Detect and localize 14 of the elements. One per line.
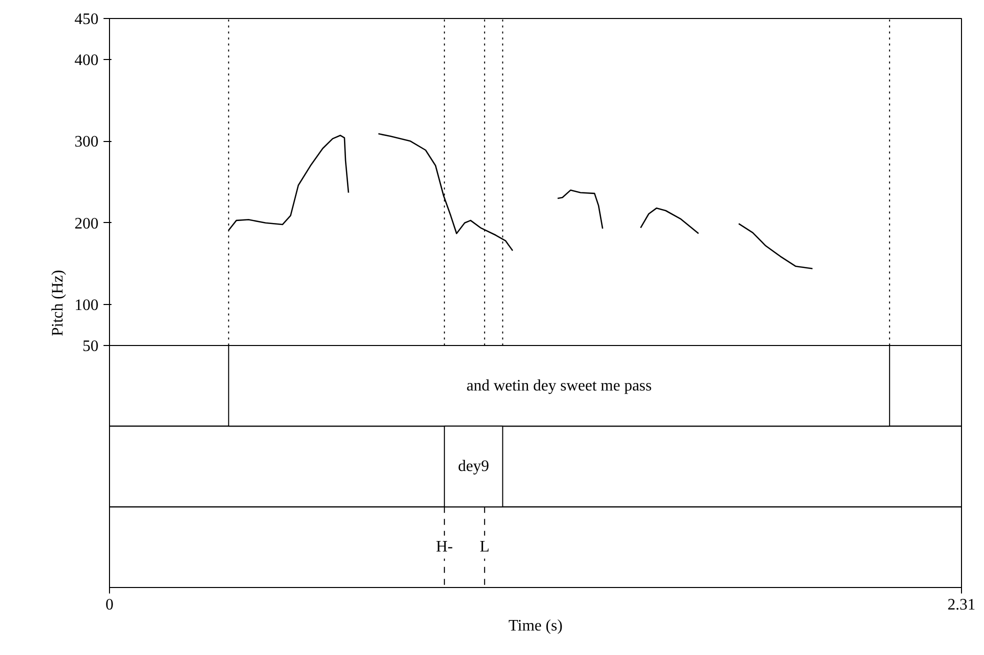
y-tick-label: 100 <box>74 297 98 314</box>
ref-line-label: H- <box>436 538 453 556</box>
y-tick-label: 300 <box>74 134 98 151</box>
y-tick-label: 200 <box>74 215 98 232</box>
x-axis-title: Time (s) <box>508 618 563 634</box>
y-tick-label: 400 <box>74 52 98 69</box>
ref-line-label: L <box>480 538 490 556</box>
y-axis-title: Pitch (Hz) <box>50 270 66 336</box>
band-label: and wetin dey sweet me pass <box>466 377 652 394</box>
y-tick-label: 50 <box>82 338 98 356</box>
x-tick-label: 0 <box>106 596 114 614</box>
x-tick-label: 2.31 <box>948 596 976 614</box>
band-label: dey9 <box>458 458 490 476</box>
y-tick-label: 450 <box>74 11 98 28</box>
